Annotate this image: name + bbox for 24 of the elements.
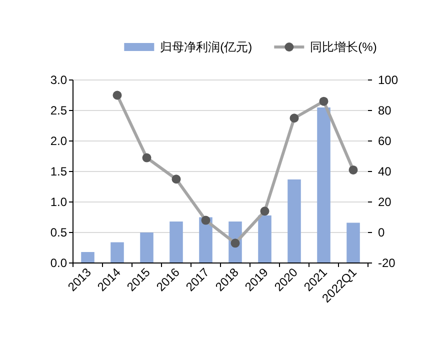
y2-tick-label: 40 xyxy=(378,164,392,178)
y2-tick-label: 0 xyxy=(378,226,385,240)
bar xyxy=(258,215,272,263)
y-tick-label: 3.0 xyxy=(50,73,68,87)
bar xyxy=(81,252,94,263)
y-tick-label: 1.0 xyxy=(50,195,68,209)
y2-tick-label: 20 xyxy=(378,195,392,209)
bar xyxy=(288,179,301,263)
bar xyxy=(110,242,124,263)
y-tick-label: 0.0 xyxy=(50,256,68,270)
y2-tick-label: 100 xyxy=(378,73,398,87)
bar xyxy=(346,222,360,263)
y-tick-label: 2.0 xyxy=(50,134,68,148)
y2-tick-label: 80 xyxy=(378,104,392,118)
legend-label: 归母净利润(亿元) xyxy=(160,40,252,54)
y-tick-label: 0.5 xyxy=(50,226,68,240)
y2-tick-label: 60 xyxy=(378,134,392,148)
bar xyxy=(317,107,330,263)
bar xyxy=(140,232,154,263)
legend-label: 同比增长(%) xyxy=(310,40,377,54)
y2-tick-label: -20 xyxy=(378,256,396,270)
y-tick-label: 2.5 xyxy=(50,104,68,118)
bar xyxy=(170,222,183,263)
y-tick-label: 1.5 xyxy=(50,164,68,178)
